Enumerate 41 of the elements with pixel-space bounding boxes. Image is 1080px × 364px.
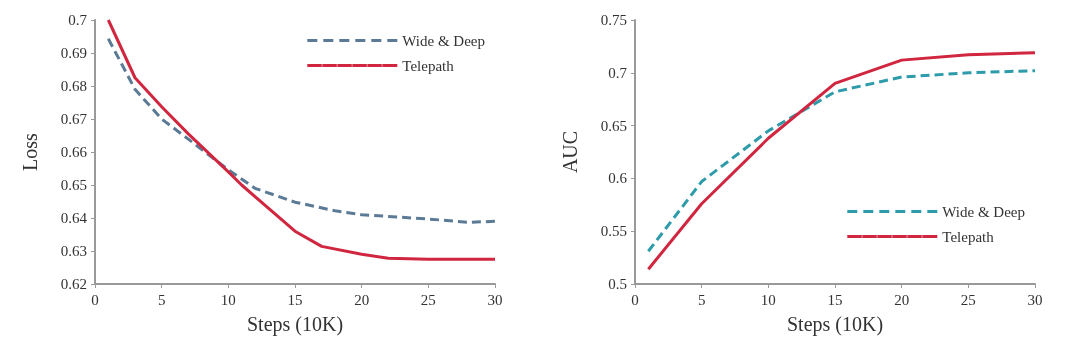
y-tick-label: 0.68 (60, 78, 87, 94)
x-tick-label: 10 (760, 291, 776, 308)
x-tick-label: 25 (420, 291, 436, 308)
legend-label: Wide & Deep (402, 32, 486, 49)
x-tick-label: 5 (157, 291, 166, 308)
y-tick-label: 0.64 (60, 210, 88, 226)
x-tick-label: 10 (220, 291, 236, 308)
y-tick-label: 0.7 (608, 64, 628, 81)
legend-label: Telepath (942, 228, 995, 245)
y-tick-label: 0.66 (60, 144, 88, 160)
y-tick-label: 0.62 (60, 276, 87, 292)
x-axis-title: Steps (10K) (246, 313, 344, 336)
legend-label: Telepath (402, 57, 455, 74)
line-series (106, 18, 497, 261)
y-tick-label: 0.55 (600, 223, 627, 240)
x-tick-label: 25 (960, 291, 976, 308)
x-tick-label: 15 (287, 291, 303, 308)
y-axis-title: AUC (559, 130, 581, 174)
y-axis-title: Loss (19, 132, 41, 171)
x-axis-title: Steps (10K) (786, 313, 884, 336)
y-tick-label: 0.5 (608, 276, 627, 292)
x-tick-label: 20 (894, 291, 910, 308)
x-tick-label: 0 (91, 291, 99, 308)
line-series (646, 51, 1037, 271)
y-tick-label: 0.65 (600, 117, 627, 134)
line-series (646, 69, 1037, 253)
y-tick-label: 0.75 (600, 12, 627, 28)
x-tick-label: 5 (697, 291, 706, 308)
y-tick-label: 0.7 (68, 12, 88, 28)
y-tick-label: 0.67 (60, 111, 88, 127)
y-tick-label: 0.63 (60, 243, 87, 259)
y-tick-label: 0.65 (60, 177, 87, 193)
line-series (106, 37, 497, 224)
x-tick-label: 15 (827, 291, 843, 308)
y-tick-label: 0.69 (60, 45, 87, 61)
x-tick-label: 20 (354, 291, 370, 308)
x-tick-label: 30 (1027, 291, 1043, 308)
x-tick-label: 0 (631, 291, 639, 308)
legend-label: Wide & Deep (942, 203, 1026, 220)
y-tick-label: 0.6 (608, 170, 628, 187)
x-tick-label: 30 (487, 291, 503, 308)
